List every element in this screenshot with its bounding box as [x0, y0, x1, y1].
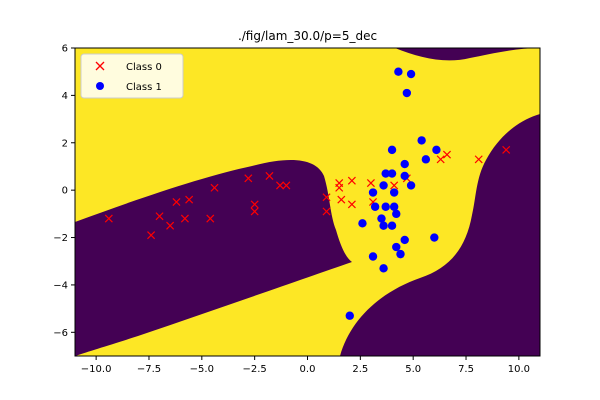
class-0-point [335, 183, 344, 192]
class-1-point [400, 171, 409, 181]
class-1-point [379, 264, 388, 273]
class-0-point [265, 171, 274, 180]
class-0-point [147, 231, 156, 240]
class-0-region-top-right [395, 48, 540, 61]
class-0-point [250, 207, 259, 216]
class-0-point [104, 214, 113, 223]
class-1-point [417, 136, 426, 145]
class-1-point [402, 88, 412, 98]
x-tick-label: 0.0 [300, 364, 316, 375]
class-0-region-left-band [75, 160, 352, 356]
y-tick-label: −2 [53, 233, 68, 244]
class-1-point [389, 202, 399, 211]
legend-label-class-1: Class 1 [126, 82, 162, 93]
x-tick-label: 2.5 [352, 364, 368, 375]
class-1-point [381, 169, 390, 178]
class-1-point [387, 145, 397, 155]
y-tick-label: −6 [53, 328, 68, 339]
class-1-point [421, 155, 431, 164]
class-1-point [400, 159, 409, 169]
legend-label-class-0: Class 0 [126, 62, 162, 73]
class-0-point [250, 200, 259, 209]
class-0-point [322, 193, 331, 202]
class-1-point [394, 67, 403, 76]
class-1-point [377, 214, 386, 223]
class-0-point [390, 181, 399, 190]
class-1-point [387, 221, 397, 230]
legend-marker-class-0 [95, 61, 105, 71]
class-0-point [185, 195, 194, 204]
class-1-point [381, 202, 390, 211]
class-1-point [370, 202, 380, 211]
class-0-point [210, 183, 219, 192]
class-1-point [379, 221, 388, 230]
class-1-points [345, 67, 441, 320]
class-0-region-lower-right [340, 114, 540, 356]
x-tick-label: −5.0 [190, 364, 214, 375]
x-tick-label: 7.5 [458, 364, 474, 375]
class-1-point [358, 219, 367, 228]
class-0-point [322, 207, 331, 216]
class-1-point [432, 145, 441, 155]
class-1-point [392, 209, 401, 219]
y-tick-label: 2 [62, 138, 68, 149]
class-1-point [379, 181, 388, 190]
y-tick-label: 0 [62, 186, 68, 197]
x-tick-label: 10.0 [508, 364, 530, 375]
x-tick-label: −7.5 [137, 364, 161, 375]
class-1-point [406, 181, 416, 190]
class-0-point [172, 197, 181, 207]
x-axis: −10.0 −7.5 −5.0 −2.5 0.0 2.5 5.0 7.5 10.0 [81, 356, 530, 375]
legend: Class 0 Class 1 [80, 53, 184, 99]
x-tick-label: −10.0 [81, 364, 112, 375]
class-0-point [275, 181, 285, 190]
x-tick-label: 5.0 [405, 364, 421, 375]
class-1-point [387, 169, 397, 178]
class-1-point [400, 235, 409, 245]
class-1-point [345, 311, 354, 320]
class-0-point [347, 176, 356, 185]
class-1-point [389, 188, 399, 197]
class-0-point [502, 145, 511, 154]
class-1-point [392, 242, 401, 252]
class-0-point [180, 214, 189, 223]
class-0-point [474, 155, 483, 164]
x-tick-label: −2.5 [243, 364, 267, 375]
class-1-point [406, 69, 416, 79]
class-1-point [396, 249, 405, 259]
class-0-point [366, 179, 375, 188]
decision-regions [75, 48, 540, 356]
class-0-point [155, 212, 164, 221]
class-0-point [244, 174, 253, 183]
legend-marker-class-1 [96, 82, 104, 90]
class-0-point [337, 195, 346, 204]
class-0-point [436, 155, 445, 164]
class-1-point [368, 188, 378, 197]
class-0-point [347, 200, 356, 209]
plot-area: −10.0 −7.5 −5.0 −2.5 0.0 2.5 5.0 7.5 10.0 −6 −4 −2… [53, 44, 541, 375]
legend-box [80, 53, 184, 99]
class-0-point [206, 214, 215, 223]
y-tick-label: 6 [62, 44, 68, 55]
y-tick-label: 4 [62, 91, 68, 102]
class-1-point [430, 233, 439, 242]
class-0-point [282, 181, 291, 190]
chart-title: ./fig/lam_30.0/p=5_dec [238, 29, 377, 43]
class-0-points [104, 145, 511, 240]
class-1-point [368, 252, 378, 261]
y-axis: −6 −4 −2 0 2 4 6 [53, 44, 75, 339]
class-0-point [442, 150, 452, 159]
class-0-point [166, 221, 175, 230]
y-tick-label: −4 [53, 280, 68, 291]
